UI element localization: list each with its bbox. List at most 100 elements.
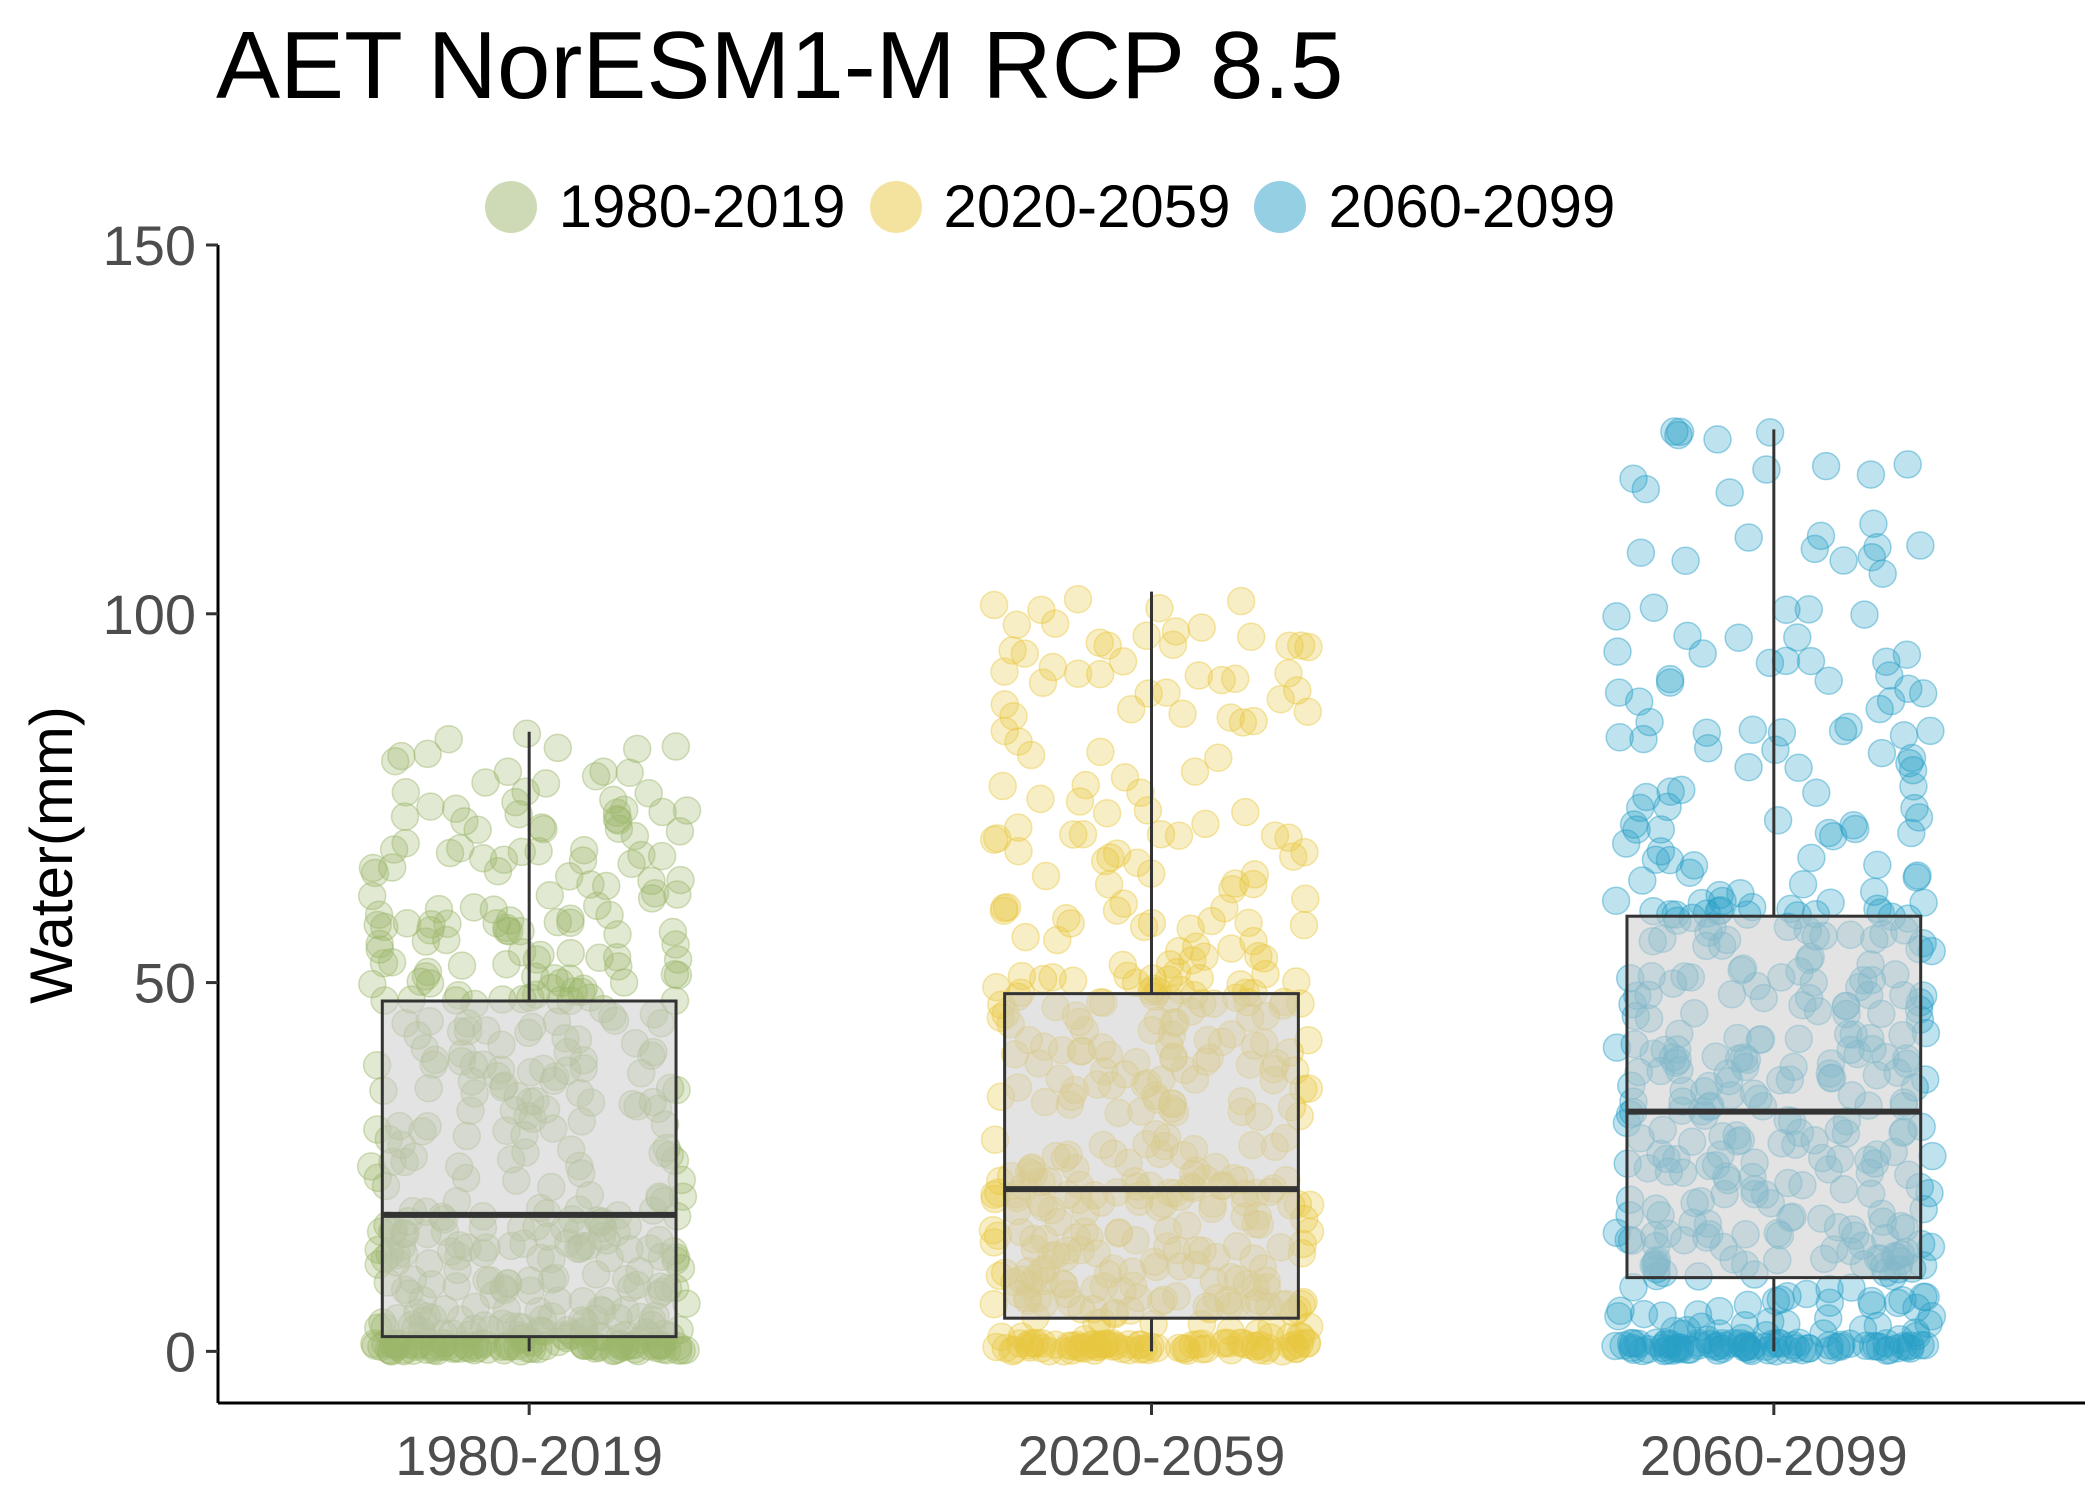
data-point-2020-2059 bbox=[990, 893, 1019, 923]
data-point-1980-2019 bbox=[637, 884, 667, 913]
data-point-1980-2019 bbox=[495, 906, 525, 935]
data-point-2060-2099 bbox=[1641, 845, 1671, 874]
data-point-1980-2019 bbox=[634, 779, 663, 808]
data-point-2020-2059 bbox=[998, 636, 1027, 665]
data-point-2060-2099 bbox=[1665, 1335, 1695, 1364]
data-point-2020-2059 bbox=[1294, 632, 1323, 662]
data-point-2060-2099 bbox=[1603, 637, 1632, 666]
data-point-2060-2099 bbox=[1872, 1336, 1902, 1365]
x-tick-label: 2020-2059 bbox=[1018, 1424, 1286, 1487]
data-point-2060-2099 bbox=[1726, 1329, 1756, 1358]
data-point-2060-2099 bbox=[1631, 474, 1661, 504]
data-point-2020-2059 bbox=[1168, 699, 1197, 729]
data-point-1980-2019 bbox=[364, 900, 394, 929]
legend-key-2020-2059 bbox=[869, 180, 922, 233]
data-point-2060-2099 bbox=[1814, 666, 1843, 695]
data-point-2020-2059 bbox=[1216, 703, 1245, 732]
y-tick-label: 0 bbox=[165, 1320, 196, 1383]
data-point-2020-2059 bbox=[1098, 1332, 1127, 1361]
data-point-2060-2099 bbox=[1857, 1286, 1886, 1316]
data-point-2060-2099 bbox=[1787, 1335, 1817, 1365]
data-point-2060-2099 bbox=[1863, 1311, 1893, 1341]
data-point-1980-2019 bbox=[661, 930, 690, 959]
data-point-2020-2059 bbox=[1231, 797, 1260, 827]
data-point-2020-2059 bbox=[992, 893, 1022, 922]
data-point-2020-2059 bbox=[1058, 1331, 1087, 1360]
data-point-2020-2059 bbox=[1239, 926, 1268, 956]
data-point-2060-2099 bbox=[1648, 1333, 1677, 1363]
data-point-2060-2099 bbox=[1655, 845, 1685, 875]
data-point-2020-2059 bbox=[1132, 621, 1161, 651]
data-point-1980-2019 bbox=[609, 968, 639, 997]
data-point-2060-2099 bbox=[1718, 1328, 1748, 1358]
data-point-2020-2059 bbox=[1294, 1312, 1324, 1341]
data-point-1980-2019 bbox=[391, 829, 420, 858]
data-point-2020-2059 bbox=[1251, 959, 1280, 989]
data-point-2060-2099 bbox=[1906, 1331, 1935, 1360]
data-point-2020-2059 bbox=[1249, 944, 1279, 973]
data-point-2020-2059 bbox=[1101, 1331, 1130, 1361]
box-2060-2099 bbox=[1625, 914, 1923, 1280]
data-point-2020-2059 bbox=[1217, 934, 1246, 963]
data-point-2020-2059 bbox=[1027, 1334, 1057, 1363]
data-point-2060-2099 bbox=[1822, 1332, 1851, 1362]
data-point-2060-2099 bbox=[1705, 1296, 1734, 1326]
data-point-1980-2019 bbox=[527, 813, 557, 842]
data-point-2060-2099 bbox=[1893, 450, 1922, 479]
data-point-2060-2099 bbox=[1784, 1328, 1814, 1357]
data-point-2060-2099 bbox=[1911, 1282, 1940, 1312]
data-point-1980-2019 bbox=[492, 949, 521, 979]
data-point-2060-2099 bbox=[1609, 1331, 1638, 1360]
data-point-1980-2019 bbox=[556, 938, 585, 968]
data-point-2060-2099 bbox=[1673, 1335, 1702, 1365]
data-point-2060-2099 bbox=[1672, 1315, 1702, 1345]
data-point-1980-2019 bbox=[531, 769, 561, 798]
data-point-2060-2099 bbox=[1632, 782, 1661, 812]
data-point-2060-2099 bbox=[1900, 793, 1929, 823]
data-point-1980-2019 bbox=[666, 865, 695, 895]
data-point-2060-2099 bbox=[1755, 648, 1785, 678]
data-point-2020-2059 bbox=[1126, 778, 1155, 807]
data-point-1980-2019 bbox=[363, 910, 392, 940]
data-point-2020-2059 bbox=[1184, 661, 1214, 690]
data-point-1980-2019 bbox=[459, 893, 489, 922]
data-point-2020-2059 bbox=[1002, 610, 1032, 640]
data-point-2060-2099 bbox=[1601, 1331, 1630, 1361]
data-point-2060-2099 bbox=[1892, 640, 1922, 669]
data-point-1980-2019 bbox=[637, 866, 666, 896]
data-point-2060-2099 bbox=[1906, 531, 1935, 560]
data-point-1980-2019 bbox=[569, 835, 599, 865]
data-point-2020-2059 bbox=[1043, 925, 1072, 955]
data-point-2020-2059 bbox=[1241, 1331, 1270, 1361]
data-point-1980-2019 bbox=[415, 969, 445, 998]
data-point-1980-2019 bbox=[392, 909, 422, 938]
data-point-1980-2019 bbox=[504, 799, 533, 829]
data-point-2060-2099 bbox=[1792, 1279, 1821, 1309]
data-point-2060-2099 bbox=[1755, 1307, 1785, 1336]
legend-key-2060-2099 bbox=[1254, 180, 1307, 233]
data-point-2020-2059 bbox=[1038, 963, 1067, 992]
data-point-2060-2099 bbox=[1917, 936, 1946, 966]
box-1980-2019 bbox=[380, 999, 678, 1339]
legend-label-2060-2099: 2060-2099 bbox=[1328, 173, 1616, 240]
data-point-1980-2019 bbox=[434, 724, 463, 754]
data-point-2060-2099 bbox=[1868, 559, 1897, 588]
data-point-2060-2099 bbox=[1897, 818, 1926, 848]
data-point-2060-2099 bbox=[1737, 1336, 1766, 1366]
data-point-2060-2099 bbox=[1617, 1333, 1647, 1362]
data-point-2060-2099 bbox=[1628, 1336, 1657, 1366]
data-point-2060-2099 bbox=[1668, 1319, 1697, 1349]
data-point-1980-2019 bbox=[647, 841, 677, 871]
data-point-2060-2099 bbox=[1665, 1333, 1695, 1362]
data-point-2060-2099 bbox=[1818, 821, 1848, 851]
data-point-2020-2059 bbox=[1080, 1336, 1109, 1365]
data-point-2060-2099 bbox=[1840, 814, 1870, 844]
data-point-2060-2099 bbox=[1902, 863, 1931, 892]
data-point-2060-2099 bbox=[1835, 1329, 1865, 1359]
data-point-2020-2059 bbox=[1090, 1329, 1119, 1359]
data-point-2060-2099 bbox=[1752, 455, 1781, 484]
data-point-2060-2099 bbox=[1876, 686, 1906, 716]
data-point-2020-2059 bbox=[1253, 1333, 1282, 1363]
data-point-2020-2059 bbox=[1052, 904, 1081, 933]
